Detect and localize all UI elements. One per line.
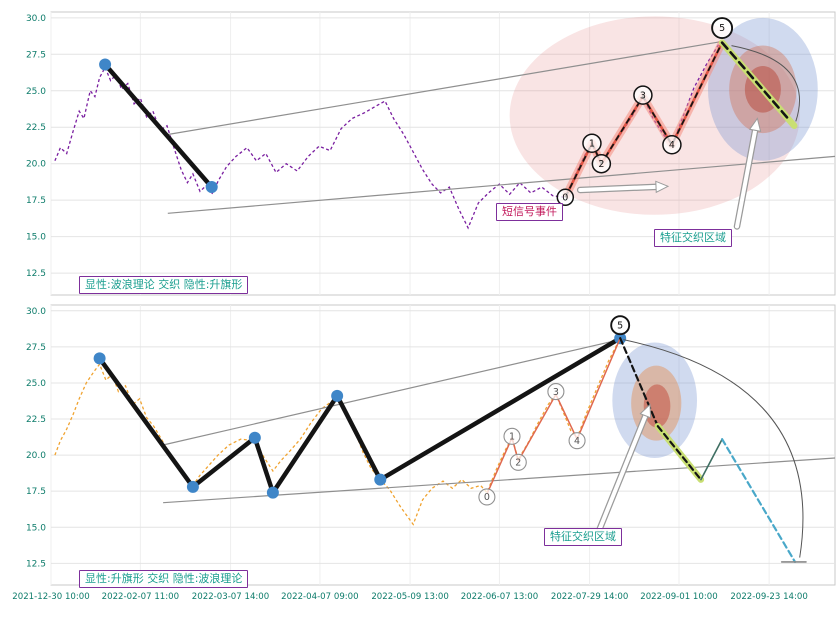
wave-number-badge (547, 383, 565, 401)
feature-zone-label-top: 特征交织区域 (654, 229, 732, 247)
channel-line (167, 155, 836, 214)
wave-number-badge (509, 453, 527, 471)
x-tick-label: 2022-09-01 10:00 (640, 592, 717, 602)
pivot-dot (93, 352, 106, 365)
wave-number-badge (662, 134, 682, 155)
wave-number: 3 (553, 387, 559, 398)
channel-line (162, 339, 621, 446)
wave-line (486, 337, 621, 495)
wave-number-badge (503, 427, 521, 445)
y-tick-label: 30.0 (26, 307, 46, 317)
projection-arc (731, 45, 800, 122)
pivot-dot (331, 389, 344, 402)
wave-number: 5 (719, 23, 725, 34)
x-tick-label: 2022-06-07 13:00 (461, 592, 538, 602)
wave-number: 3 (640, 90, 646, 101)
feature-zone-ellipse (643, 384, 671, 428)
arrow-head-icon (655, 180, 670, 194)
arrow-head-icon (639, 403, 652, 419)
x-tick-label: 2022-04-07 09:00 (281, 592, 358, 602)
wave-number-badge (610, 315, 631, 336)
y-tick-label: 20.0 (26, 160, 46, 170)
x-tick-label: 2022-07-29 14:00 (551, 592, 628, 602)
wave-number-badge (711, 17, 734, 39)
x-tick-label: 2022-02-07 11:00 (102, 592, 179, 602)
wave-number: 1 (509, 432, 515, 443)
x-tick-label: 2022-03-07 14:00 (192, 592, 269, 602)
wave-number: 2 (515, 458, 521, 469)
arrow-head-icon (748, 117, 762, 132)
wave-number-badge (633, 85, 653, 105)
wave-number: 4 (669, 140, 675, 151)
pivot-dot (248, 431, 261, 444)
forecast-line (619, 337, 659, 428)
forecast-line (656, 425, 702, 481)
y-tick-label: 17.5 (26, 487, 46, 497)
signal-event-label: 短信号事件 (496, 203, 563, 221)
x-tick-label: 2021-12-30 10:00 (12, 592, 89, 602)
wave-dash-overlay (564, 42, 723, 198)
bottom-chart-caption: 显性:升旗形 交织 隐性:波浪理论 (79, 570, 249, 588)
y-tick-label: 20.0 (26, 451, 46, 461)
y-tick-label: 25.0 (26, 379, 46, 389)
arrow-shaft (735, 128, 758, 229)
arrow-shaft (597, 413, 648, 531)
channel-line (167, 40, 724, 136)
arrow-shaft (578, 184, 659, 192)
y-tick-label: 22.5 (26, 123, 46, 133)
forecast-line (720, 41, 790, 120)
wave-number: 1 (589, 138, 595, 149)
y-tick-label: 30.0 (26, 14, 46, 24)
wave-number-badge (556, 188, 575, 207)
trend-line (102, 62, 214, 190)
pivot-dot (186, 480, 199, 493)
pivot-dot (266, 486, 279, 499)
x-tick-label: 2022-09-23 14:00 (730, 592, 807, 602)
pivot-dot (205, 181, 218, 194)
wave-number-badge (582, 133, 602, 154)
x-tick-label: 2022-05-09 13:00 (371, 592, 448, 602)
wave-number-badge (591, 153, 612, 174)
y-tick-label: 15.0 (26, 233, 46, 243)
y-tick-label: 12.5 (26, 269, 46, 279)
pivot-dot (99, 58, 112, 71)
wave-number: 0 (562, 192, 568, 203)
wave-number: 5 (617, 320, 623, 331)
top-chart-caption: 显性:波浪理论 交织 隐性:升旗形 (79, 276, 249, 294)
y-tick-label: 25.0 (26, 87, 46, 97)
y-tick-label: 15.0 (26, 523, 46, 533)
y-tick-label: 22.5 (26, 415, 46, 425)
y-tick-label: 27.5 (26, 343, 46, 353)
wave-number: 4 (574, 436, 580, 447)
wave-number-badge (478, 488, 496, 506)
projection-arc (623, 339, 804, 558)
pivot-dot (374, 473, 387, 486)
wave-number-badge (568, 432, 586, 450)
forecast-line (700, 438, 723, 481)
wave-number: 2 (598, 159, 604, 170)
y-tick-label: 12.5 (26, 559, 46, 569)
wave-number: 0 (484, 492, 490, 503)
feature-zone-label-bottom: 特征交织区域 (544, 528, 622, 546)
y-tick-label: 27.5 (26, 50, 46, 60)
forecast-line (721, 438, 797, 563)
y-tick-label: 17.5 (26, 196, 46, 206)
